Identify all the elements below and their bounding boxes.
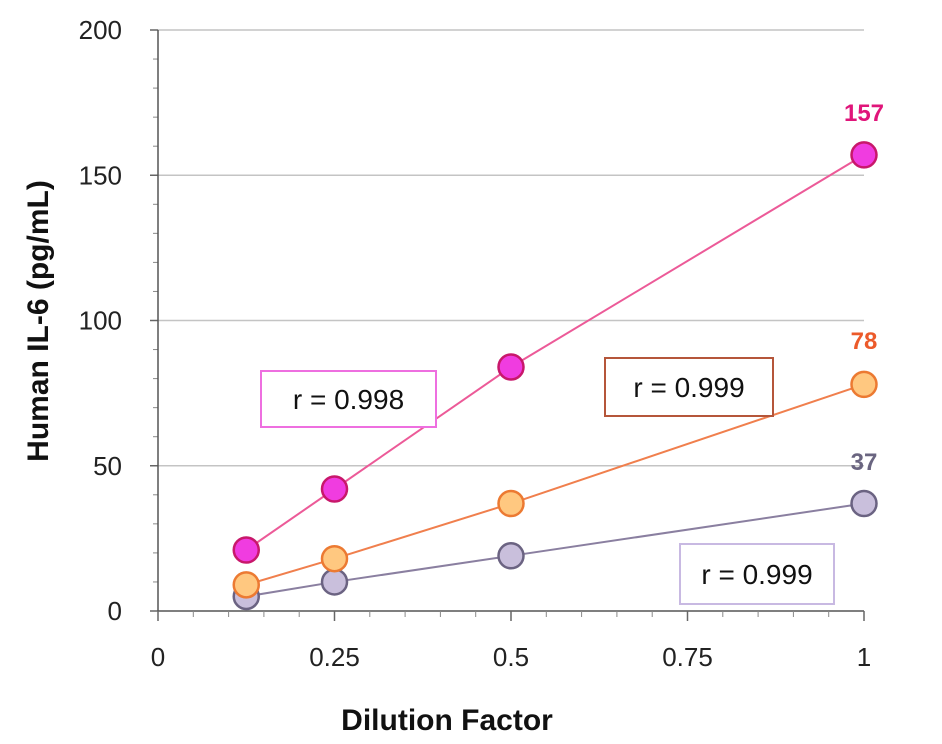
r-label-1: r = 0.999 xyxy=(633,372,744,403)
axes xyxy=(150,29,865,621)
r-label-0: r = 0.998 xyxy=(293,384,404,415)
y-tick-label-1: 50 xyxy=(93,451,122,481)
x-tick-label-4: 1 xyxy=(857,642,871,672)
y-tick-label-2: 100 xyxy=(79,306,122,336)
correlation-boxes: r = 0.998 r = 0.999 r = 0.999 xyxy=(260,357,835,605)
x-axis-title: Dilution Factor xyxy=(341,704,553,737)
gridlines xyxy=(158,29,864,467)
data-point-0-2 xyxy=(497,353,525,381)
data-point-1-3 xyxy=(850,370,878,399)
data-point-2-3 xyxy=(850,489,878,518)
data-point-0-3 xyxy=(850,141,878,169)
data-point-2-2 xyxy=(497,542,525,570)
data-point-1-0 xyxy=(232,571,260,599)
y-axis-title: Human IL-6 (pg/mL) xyxy=(22,180,55,462)
data-point-0-1 xyxy=(320,475,349,503)
data-points xyxy=(232,141,878,611)
data-point-2-1 xyxy=(320,568,349,596)
fit-line-2 xyxy=(246,502,865,598)
end-labels: 157 78 37 xyxy=(844,100,884,476)
r-box-2 xyxy=(679,543,835,605)
fit-line-1 xyxy=(245,383,865,586)
x-tick-label-0: 0 xyxy=(151,642,165,672)
r-label-2: r = 0.999 xyxy=(701,559,812,590)
y-tick-label-4: 200 xyxy=(79,15,122,45)
y-tick-label-0: 0 xyxy=(108,596,122,626)
r-box-0 xyxy=(260,370,437,428)
data-point-1-1 xyxy=(320,544,349,573)
data-point-0-0 xyxy=(232,536,260,564)
x-tick-label-1: 0.25 xyxy=(309,642,360,672)
y-tick-label-3: 150 xyxy=(79,160,122,190)
end-label-0: 157 xyxy=(844,100,884,127)
r-box-1 xyxy=(604,357,774,417)
x-tick-label-3: 0.75 xyxy=(662,642,713,672)
x-tick-label-2: 0.5 xyxy=(493,642,529,672)
tick-labels: 0 50 100 150 200 0 0.25 0.5 0.75 1 xyxy=(79,15,872,672)
end-label-2: 37 xyxy=(851,449,878,476)
end-label-1: 78 xyxy=(851,328,878,355)
data-point-1-2 xyxy=(497,489,525,518)
